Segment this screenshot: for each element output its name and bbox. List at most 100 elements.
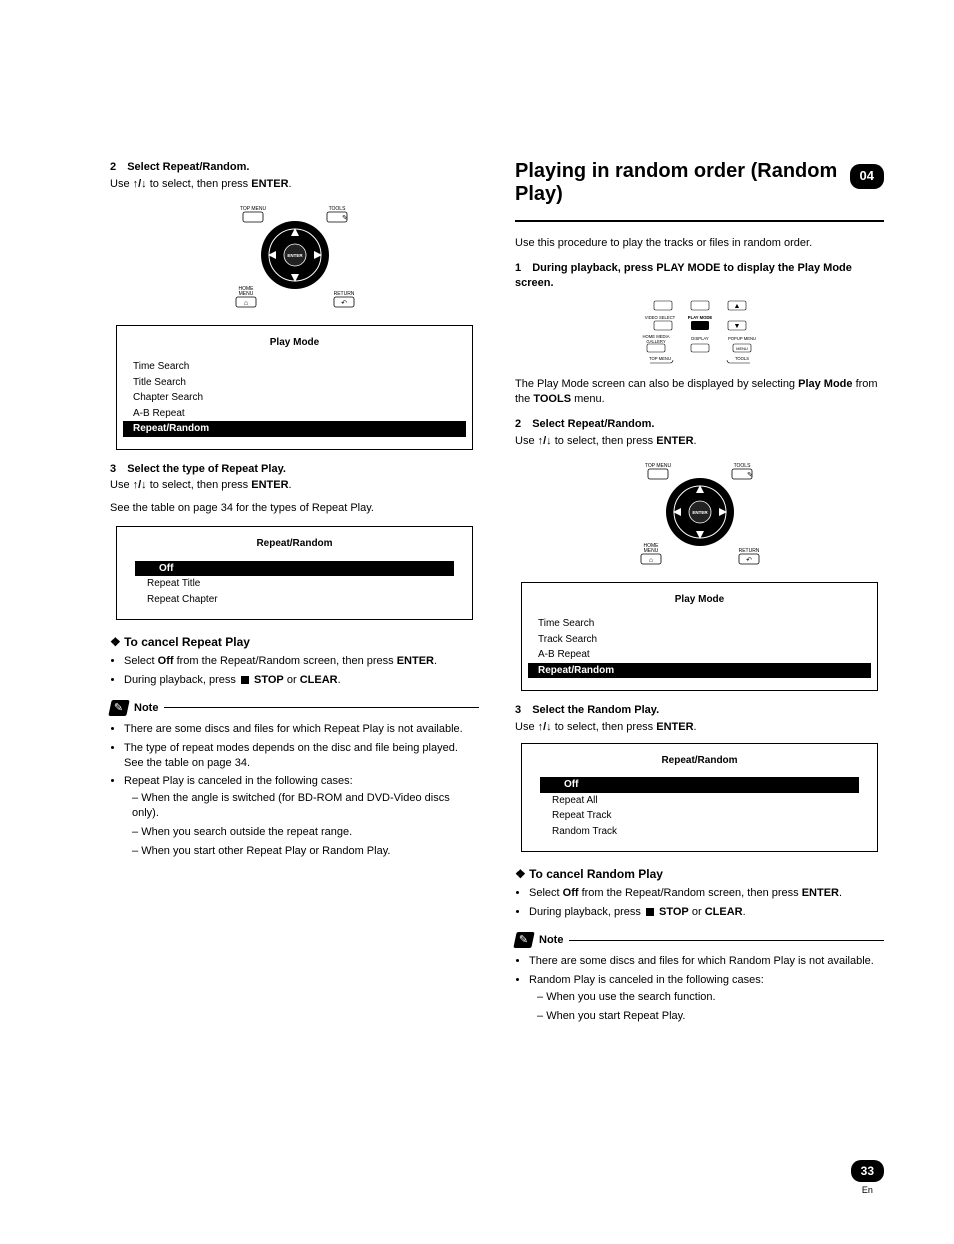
return-label: RETURN [333,291,354,297]
svg-text:MENU: MENU [643,548,658,554]
text: Random Play is canceled in the following… [529,974,764,986]
text: During playback, press [529,906,644,918]
page-number: 33 En [851,1160,884,1196]
step-1-heading: 1 During playback, press PLAY MODE to di… [515,261,884,291]
remote-control-diagram-right: TOP MENU TOOLS ✎ ENTER HOME MENU ⌂ RETUR… [515,457,884,572]
enter-key: ENTER [656,721,693,733]
svg-text:⌂: ⌂ [648,557,652,564]
note-list: There are some discs and files for which… [110,722,479,859]
step-2-heading: 2 Select Repeat/Random. [110,160,479,175]
svg-text:RETURN: RETURN [738,548,759,554]
enter-label: ENTER [287,253,303,258]
cancel-random-heading: To cancel Random Play [515,866,884,882]
off-label: Off [563,887,579,899]
step-3-instruction: Use ↑/↓ to select, then press ENTER. [110,478,479,493]
step-title: Select the type of Repeat Play. [127,463,286,475]
step-2-instruction-right: Use ↑/↓ to select, then press ENTER. [515,434,884,449]
svg-text:▲: ▲ [733,303,740,310]
note-icon: ✎ [108,700,129,716]
step-number: 2 [515,418,521,430]
text: or [689,906,705,918]
step-3-heading: 3 Select the type of Repeat Play. [110,462,479,477]
right-heading-row: Playing in random order (Random Play) 04 [515,160,884,216]
step-title: Select Repeat/Random. [532,418,654,430]
note-icon: ✎ [513,932,534,948]
menu-row: Time Search [532,616,867,632]
screen-header: Play Mode [532,593,867,607]
play-mode-screen-right: Play Mode Time Search Track Search A-B R… [521,582,878,692]
menu-row-selected: Off [135,561,454,577]
step-title: During playback, press PLAY MODE to disp… [515,262,852,289]
text: Use [515,435,538,447]
menu-row: Repeat Track [532,808,867,824]
page-badge: 33 [851,1160,884,1182]
menu-row: A-B Repeat [532,647,867,663]
play-mode-screen-left: Play Mode Time Search Title Search Chapt… [116,325,473,450]
text: Use [110,479,133,491]
text: from the Repeat/Random screen, then pres… [579,887,802,899]
after-small-remote-text: The Play Mode screen can also be display… [515,377,884,407]
svg-text:✎: ✎ [747,472,753,479]
list-item: Select Off from the Repeat/Random screen… [529,886,884,901]
stop-key: STOP [659,906,689,918]
screen-header: Repeat/Random [127,537,462,551]
text: from the Repeat/Random screen, then pres… [174,655,397,667]
text: Select [124,655,158,667]
top-menu-label: TOP MENU [239,206,266,212]
svg-text:GALLERY: GALLERY [646,339,665,344]
text: . [839,887,842,899]
svg-text:⌂: ⌂ [243,300,247,307]
note-bar: ✎ Note [110,700,479,716]
enter-key: ENTER [397,655,434,667]
play-mode-label: Play Mode [798,378,852,390]
svg-text:MENU: MENU [238,291,253,297]
svg-text:TOP MENU: TOP MENU [644,463,671,469]
section-heading: Playing in random order (Random Play) [515,160,840,206]
text: During playback, press [124,674,239,686]
step-2-heading-right: 2 Select Repeat/Random. [515,417,884,432]
sub-list: When the angle is switched (for BD-ROM a… [124,791,479,858]
text: to select, then press [147,178,252,190]
cancel-random-list: Select Off from the Repeat/Random screen… [515,886,884,920]
list-item: Repeat Play is canceled in the following… [124,774,479,858]
svg-text:TOOLS: TOOLS [734,356,748,361]
text: or [284,674,300,686]
menu-row: Track Search [532,632,867,648]
heading-divider [515,220,884,222]
list-item: During playback, press STOP or CLEAR. [529,905,884,920]
small-remote-svg: ▲ VIDEO SELECT PLAY MODE ▼ HOME MEDIA GA… [630,295,770,365]
page: 2 Select Repeat/Random. Use ↑/↓ to selec… [0,0,954,1244]
repeat-random-screen-left: Repeat/Random Off Repeat Title Repeat Ch… [116,526,473,620]
step-2-instruction: Use ↑/↓ to select, then press ENTER. [110,177,479,192]
menu-row: Repeat All [532,793,867,809]
screen-header: Play Mode [127,336,462,350]
enter-key: ENTER [656,435,693,447]
remote-svg: TOP MENU TOOLS ✎ ENTER HOME MENU ⌂ RETUR… [620,457,780,567]
stop-key: STOP [254,674,284,686]
menu-row-selected: Repeat/Random [123,421,466,437]
sub-list: When you use the search function. When y… [529,990,884,1024]
list-item: During playback, press STOP or CLEAR. [124,673,479,688]
text: . [338,674,341,686]
intro-text: Use this procedure to play the tracks or… [515,236,884,251]
list-item: Select Off from the Repeat/Random screen… [124,654,479,669]
menu-row: Chapter Search [127,390,462,406]
step-number: 2 [110,161,116,173]
svg-text:TOP MENU: TOP MENU [649,356,671,361]
step-number: 1 [515,262,521,274]
small-remote-diagram: ▲ VIDEO SELECT PLAY MODE ▼ HOME MEDIA GA… [515,295,884,370]
stop-icon [646,908,654,916]
right-column: Playing in random order (Random Play) 04… [515,160,884,1032]
menu-row: A-B Repeat [127,406,462,422]
stop-icon [241,676,249,684]
arrow-keys-icon: ↑/↓ [538,435,552,447]
list-item: When the angle is switched (for BD-ROM a… [132,791,479,821]
menu-row: Repeat Title [127,576,462,592]
clear-key: CLEAR [300,674,338,686]
text: to select, then press [552,435,657,447]
menu-row: Random Track [532,824,867,840]
note-divider [569,940,884,941]
text: Use [110,178,133,190]
svg-text:TOOLS: TOOLS [733,463,751,469]
list-item: When you start Repeat Play. [537,1009,884,1024]
